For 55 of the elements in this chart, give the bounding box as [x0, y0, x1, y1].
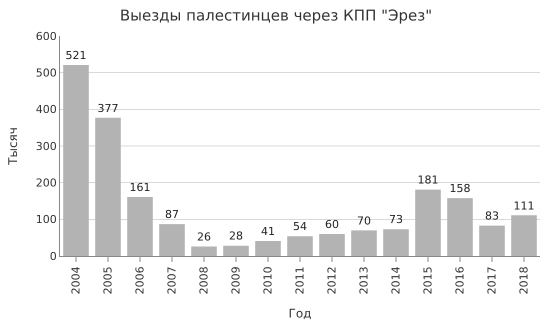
x-tick-label: 2010	[262, 266, 275, 294]
data-label: 26	[197, 230, 211, 244]
y-tick-label: 600	[36, 30, 57, 43]
x-tick-label: 2011	[294, 266, 307, 294]
x-tick-label: 2006	[134, 266, 147, 294]
y-tick-label: 0	[50, 250, 57, 263]
x-tick-label: 2012	[326, 266, 339, 294]
bar	[159, 224, 185, 256]
data-label: 28	[229, 230, 243, 243]
bar	[479, 226, 505, 256]
chart-title: Выезды палестинцев через КПП "Эрез"	[120, 6, 432, 24]
y-tick-label: 400	[36, 103, 57, 116]
x-tick-label: 2009	[230, 266, 243, 294]
data-label: 73	[389, 213, 403, 226]
bar	[351, 230, 377, 256]
data-label: 87	[165, 208, 179, 222]
bar	[383, 229, 409, 256]
data-label: 83	[485, 210, 499, 223]
data-label: 60	[325, 218, 339, 231]
data-label: 181	[418, 174, 438, 187]
y-axis-title: Тысяч	[6, 127, 20, 166]
bar	[95, 118, 121, 256]
bar	[447, 198, 473, 256]
bar	[287, 236, 313, 256]
x-tick-label: 2004	[70, 266, 83, 294]
data-label: 41	[261, 224, 275, 238]
data-label: 54	[293, 220, 307, 234]
y-tick-label: 500	[36, 66, 57, 80]
bar	[255, 240, 281, 256]
x-tick-label: 2016	[454, 266, 467, 294]
y-tick-label: 100	[36, 213, 57, 226]
x-tick-label: 2013	[358, 266, 371, 294]
bar	[127, 196, 153, 256]
x-tick-label: 2018	[518, 266, 531, 294]
data-label: 158	[450, 182, 470, 196]
bar	[415, 190, 441, 256]
data-label: 111	[514, 199, 534, 212]
bar	[223, 246, 249, 256]
data-label: 377	[98, 102, 118, 115]
x-tick-label: 2014	[390, 266, 403, 294]
bar	[511, 215, 537, 256]
x-tick-label: 2017	[486, 266, 499, 294]
y-tick-label: 200	[36, 176, 57, 190]
bar	[63, 64, 89, 256]
x-tick-label: 2015	[422, 266, 435, 294]
bar	[319, 234, 345, 256]
data-label: 521	[66, 48, 86, 62]
x-tick-label: 2008	[198, 266, 211, 294]
data-label: 70	[357, 214, 371, 228]
x-tick-label: 2007	[166, 266, 179, 294]
x-tick-label: 2005	[102, 266, 115, 294]
y-tick-label: 300	[36, 140, 57, 153]
x-axis-title: Год	[288, 306, 312, 320]
bar	[191, 246, 217, 256]
data-label: 161	[130, 180, 150, 194]
